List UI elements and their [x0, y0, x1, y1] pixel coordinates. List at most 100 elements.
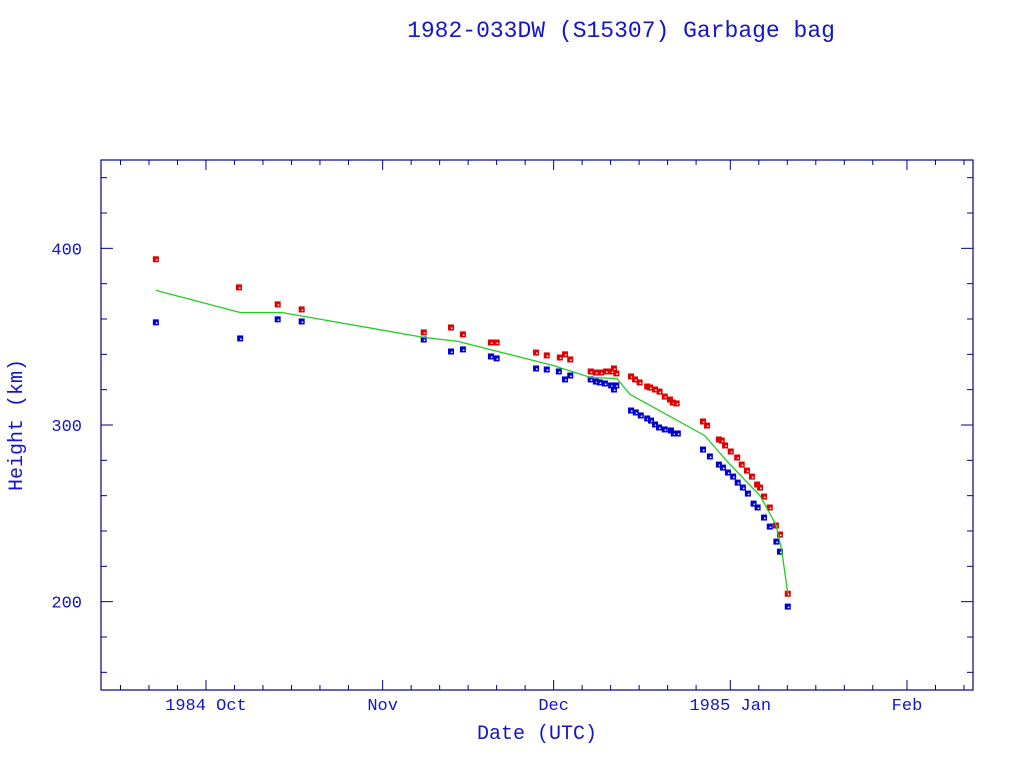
point-marker-highlight: [301, 309, 304, 311]
y-tick-label: 200: [51, 595, 82, 614]
point-marker-highlight: [650, 420, 653, 423]
point-marker-highlight: [595, 372, 598, 375]
series-1-point: [715, 461, 722, 468]
point-marker-highlight: [677, 433, 680, 435]
point-marker-highlight: [742, 487, 745, 490]
point-marker-highlight: [155, 259, 158, 261]
point-marker-highlight: [599, 382, 602, 384]
point-marker-highlight: [590, 379, 593, 381]
series-1-point: [152, 319, 159, 326]
point-marker-highlight: [277, 319, 280, 321]
series-0-point: [738, 461, 745, 468]
series-0-point: [556, 354, 563, 361]
series-0-point: [597, 369, 604, 376]
series-1-point: [647, 417, 654, 424]
series-0-point: [673, 400, 680, 407]
point-marker-highlight: [590, 371, 593, 373]
point-marker-highlight: [616, 373, 618, 375]
series-0-point: [613, 370, 620, 377]
series-1-point: [784, 603, 791, 610]
series-1-point: [730, 473, 737, 480]
point-marker-highlight: [613, 368, 616, 370]
series-1-point: [761, 514, 768, 521]
point-marker-highlight: [462, 349, 465, 351]
point-marker-highlight: [640, 415, 643, 417]
series-0-point: [603, 368, 610, 375]
x-tick-label: Nov: [367, 697, 398, 716]
series-1-point: [613, 382, 620, 389]
point-marker-highlight: [240, 338, 242, 340]
point-marker-highlight: [613, 389, 616, 391]
series-0-point: [776, 531, 783, 538]
point-marker-highlight: [702, 421, 705, 423]
point-marker-highlight: [536, 368, 538, 370]
point-marker-highlight: [565, 379, 567, 381]
point-marker-highlight: [451, 351, 453, 354]
x-tick-label: Dec: [538, 697, 569, 716]
series-0-point: [661, 393, 668, 400]
point-marker-highlight: [536, 352, 538, 355]
series-1-point: [637, 412, 644, 419]
point-marker-highlight: [635, 379, 637, 381]
series-1-point: [699, 446, 706, 453]
series-0-point: [748, 473, 755, 480]
series-1-point: [739, 484, 746, 491]
series-1-point: [298, 318, 305, 325]
series-0-point: [699, 418, 706, 425]
point-marker-highlight: [604, 383, 607, 385]
point-marker-highlight: [595, 381, 598, 384]
series-1-point: [656, 424, 663, 431]
series-0-point: [722, 442, 729, 449]
point-marker-highlight: [707, 425, 709, 428]
point-marker-highlight: [737, 457, 739, 460]
series-0-point: [567, 356, 574, 363]
point-marker-highlight: [650, 387, 652, 390]
series-1-point: [719, 464, 726, 471]
point-marker-highlight: [546, 369, 549, 372]
point-marker-highlight: [769, 507, 772, 510]
point-marker-highlight: [709, 456, 712, 458]
series-1-point: [459, 346, 466, 353]
point-marker-highlight: [238, 287, 241, 289]
series-1-point: [674, 430, 681, 437]
point-marker-highlight: [779, 534, 782, 537]
point-marker-highlight: [753, 503, 756, 506]
series-1-point: [744, 490, 751, 497]
point-marker-highlight: [664, 396, 667, 399]
series-1-point: [706, 453, 713, 460]
point-marker-highlight: [565, 354, 567, 356]
series-1-point: [652, 421, 659, 428]
point-marker-highlight: [764, 496, 766, 499]
series-1-point: [601, 380, 608, 387]
series-0-point: [533, 349, 540, 356]
point-marker-highlight: [423, 332, 426, 334]
point-marker-highlight: [779, 551, 782, 554]
series-1-point: [773, 538, 780, 545]
series-1-point: [734, 479, 741, 486]
point-marker-highlight: [776, 541, 778, 544]
series-0-point: [587, 368, 594, 375]
series-0-point: [487, 339, 494, 346]
series-1-point: [533, 365, 540, 372]
point-marker-highlight: [787, 606, 790, 609]
point-marker-highlight: [631, 410, 633, 413]
series-0-point: [493, 339, 500, 346]
point-marker-highlight: [787, 593, 790, 596]
point-marker-highlight: [496, 342, 499, 344]
series-0-point: [647, 384, 654, 391]
series-1-point: [543, 366, 550, 373]
point-marker-highlight: [635, 412, 638, 414]
series-0-point: [420, 329, 427, 336]
point-marker-highlight: [655, 424, 657, 426]
series-0-point: [459, 331, 466, 338]
series-1-point: [724, 469, 731, 476]
point-marker-highlight: [655, 389, 657, 391]
point-marker-highlight: [277, 304, 280, 306]
series-0-point: [543, 352, 550, 359]
point-marker-highlight: [664, 429, 667, 431]
point-marker-highlight: [751, 476, 754, 479]
series-1-point: [632, 409, 639, 416]
series-0-point: [718, 437, 725, 444]
series-0-point: [756, 484, 763, 491]
